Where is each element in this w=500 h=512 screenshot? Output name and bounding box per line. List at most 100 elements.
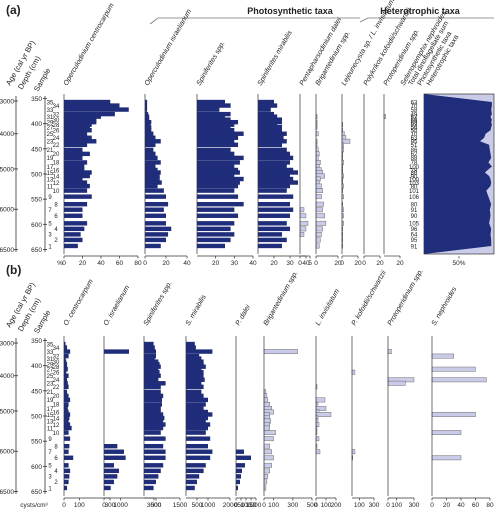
- b-s-mirabilis-bar: [186, 415, 208, 421]
- b-spiniferites-bar: [144, 367, 159, 372]
- spiniferites-tick-label: 40: [249, 260, 257, 267]
- s-mirabilis-bar: [258, 201, 290, 207]
- o-israelianum-tick-label: 0: [143, 260, 147, 267]
- b-p-dalei-bar: [236, 468, 242, 474]
- age-tick-label: 4000: [0, 131, 14, 138]
- brigantedinium-bar: [315, 207, 323, 213]
- b-s-mirabilis-bar: [186, 364, 206, 369]
- o-centrocarpum-bar: [64, 213, 83, 218]
- depth-tick-label: 550: [31, 197, 42, 204]
- b-s-nephroides-label: S. nephroides: [431, 286, 459, 327]
- brigantedinium-bar: [315, 160, 321, 165]
- total-sum-value: 78: [411, 168, 418, 174]
- b-brigantedinium-bar: [263, 349, 298, 354]
- o-israelianum-bar: [145, 131, 154, 136]
- b-s-mirabilis-bar: [186, 397, 208, 403]
- b-p-dalei-tick-label: 100: [241, 502, 252, 509]
- brigantedinium-bar: [315, 213, 326, 219]
- s-mirabilis-bar: [258, 122, 278, 127]
- b-s-mirabilis-tick-label: 1000: [201, 502, 216, 509]
- o-centrocarpum-bar: [64, 201, 88, 207]
- o-centrocarpum-bar: [64, 176, 83, 182]
- sample-label: 21: [47, 390, 54, 396]
- s-mirabilis-bar: [258, 114, 278, 119]
- o-centrocarpum-bar: [64, 173, 90, 179]
- o-israelianum-bar: [145, 180, 162, 185]
- total-sum-value: 93: [411, 123, 418, 129]
- s-mirabilis-tick-label: 40: [302, 260, 310, 267]
- b-o-israelianum-bar: [104, 349, 129, 354]
- b-o-centrocarpum-bar: [64, 367, 68, 372]
- o-centrocarpum-tick-label: 40: [97, 260, 105, 267]
- o-israelianum-bar: [145, 188, 164, 193]
- b-o-israelianum-bar: [104, 455, 126, 460]
- spiniferites-bar: [197, 117, 231, 122]
- total-sum-value: 10: [411, 132, 418, 138]
- b-s-nephroides-bar: [431, 377, 487, 383]
- o-centrocarpum-tick-label: 80: [134, 260, 142, 267]
- b-o-centrocarpum-bar: [64, 443, 70, 449]
- spiniferites-bar: [197, 160, 240, 165]
- b-l-invisitatum-label: L. invisitatum: [315, 288, 342, 327]
- b-s-mirabilis-bar: [186, 418, 206, 424]
- o-israelianum-bar: [145, 221, 166, 226]
- b-p-dalei-label: P. dalei: [235, 304, 253, 327]
- sample-label: 2: [54, 238, 58, 244]
- o-israelianum-bar: [145, 226, 172, 232]
- b-o-israelianum-bar: [104, 474, 118, 479]
- b-s-mirabilis-tick-label: 2000: [223, 502, 238, 509]
- sample-label: 31: [47, 115, 54, 121]
- b-o-centrocarpum-bar: [64, 345, 68, 350]
- b-spiniferites-bar: [144, 361, 160, 367]
- b-spiniferites-bar: [144, 353, 156, 359]
- depth-tick-label: 600: [31, 464, 42, 471]
- sample-label: 13: [47, 419, 54, 425]
- b-s-nephroides-bar: [431, 455, 462, 461]
- sample-label: 22: [53, 385, 60, 391]
- spiniferites-bar: [197, 107, 220, 112]
- total-sum-value: 51: [411, 143, 418, 149]
- o-centrocarpum-bar: [64, 221, 88, 226]
- s-mirabilis-bar: [258, 188, 287, 193]
- b-s-mirabilis-bar: [186, 412, 213, 417]
- o-israelianum-bar: [145, 194, 166, 199]
- brigantedinium-bar: [315, 237, 321, 243]
- b-s-mirabilis-bar: [186, 361, 204, 367]
- depth-tick-label: 500: [31, 172, 42, 179]
- photosynthetic-bracket: [149, 17, 360, 25]
- b-brigantedinium-bar: [263, 402, 270, 407]
- s-mirabilis-bar: [258, 180, 298, 185]
- s-mirabilis-bar: [258, 151, 290, 157]
- sample-label: 32: [53, 112, 60, 118]
- b-o-centrocarpum-bar: [64, 373, 69, 378]
- b-brigantedinium-bar: [263, 455, 274, 461]
- total-sum-value: 88: [411, 156, 418, 162]
- sample-label: 24: [53, 136, 60, 142]
- depth-tick-label: 400: [31, 363, 42, 370]
- o-israelianum-bar: [145, 99, 148, 105]
- spiniferites-bar: [197, 122, 235, 127]
- b-s-nephroides-tick-label: 60: [472, 502, 480, 509]
- o-israelianum-bar: [145, 142, 156, 148]
- b-o-israelianum-bar: [104, 463, 114, 468]
- sample-label: 19: [47, 398, 54, 404]
- age-tick-label: 6500: [0, 247, 14, 254]
- o-centrocarpum-bar: [64, 128, 92, 133]
- sample-label: 31: [47, 357, 54, 363]
- b-brigantedinium-label: Brigantedinium spp.: [263, 270, 300, 327]
- b-s-mirabilis-bar: [186, 381, 202, 386]
- depth-tick-label: 350: [31, 338, 42, 345]
- spiniferites-bar: [197, 207, 235, 212]
- b-protoperidinium-bar: [387, 380, 406, 386]
- b-o-centrocarpum-bar: [64, 384, 69, 390]
- o-centrocarpum-bar: [64, 160, 88, 165]
- b-p-dalei-tick-label: 50: [237, 502, 245, 509]
- b-brigantedinium-bar: [263, 430, 276, 436]
- b-s-mirabilis-bar: [186, 406, 204, 411]
- spiniferites-bar: [197, 151, 235, 157]
- total-sum-value: 64: [411, 233, 418, 239]
- b-brigantedinium-bar: [263, 473, 269, 479]
- spiniferites-bar: [197, 194, 239, 199]
- b-o-israelianum-bar: [104, 468, 119, 474]
- sample-label: 15: [47, 413, 54, 419]
